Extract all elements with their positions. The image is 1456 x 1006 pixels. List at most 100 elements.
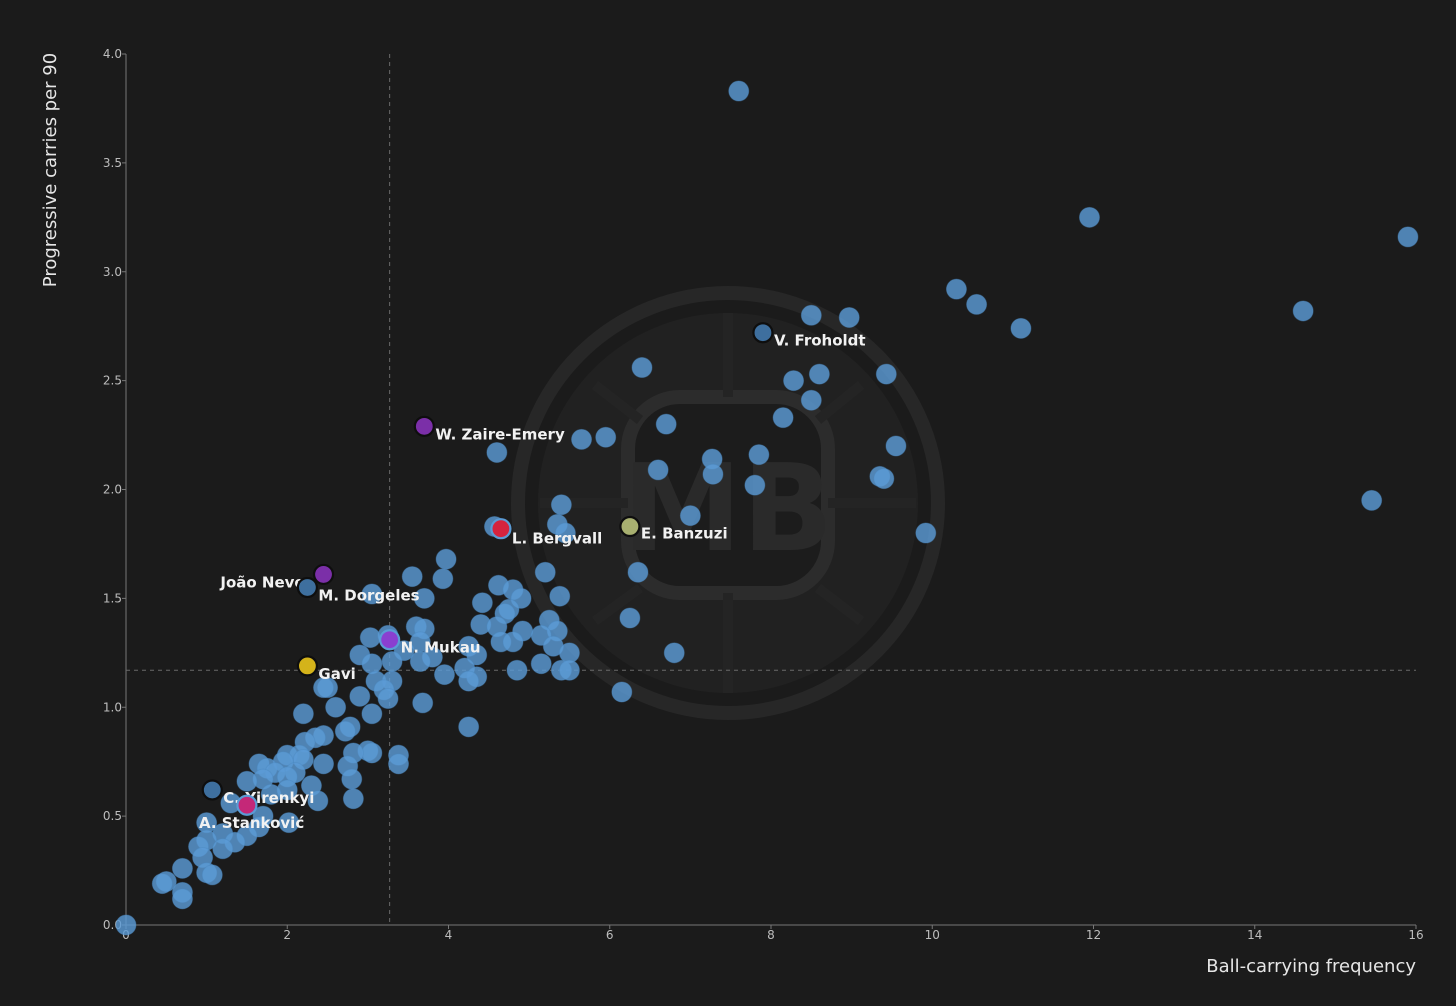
data-point xyxy=(550,494,572,516)
data-point xyxy=(571,428,593,450)
y-tick-label: 1.0 xyxy=(103,700,122,714)
highlighted-point xyxy=(201,779,223,801)
data-point xyxy=(915,522,937,544)
highlighted-point xyxy=(296,655,319,677)
data-point xyxy=(885,435,907,457)
data-point xyxy=(381,651,403,673)
x-tick-label: 16 xyxy=(1408,928,1423,942)
y-tick-label: 3.5 xyxy=(103,156,122,170)
y-tick-label: 4.0 xyxy=(103,47,122,61)
data-point xyxy=(800,389,822,411)
player-label: M. Dorgeles xyxy=(318,586,419,604)
data-point xyxy=(1361,489,1383,511)
y-tick-label: 3.0 xyxy=(103,265,122,279)
player-label: Gavi xyxy=(318,665,355,683)
data-point xyxy=(432,568,454,590)
data-point xyxy=(783,370,805,392)
data-point xyxy=(530,653,552,675)
data-point xyxy=(808,363,830,385)
data-point xyxy=(471,592,493,614)
data-point xyxy=(679,505,701,527)
player-label: L. Bergvall xyxy=(512,530,602,548)
data-point xyxy=(458,670,480,692)
data-point xyxy=(260,783,282,805)
data-point xyxy=(292,703,314,725)
highlighted-point xyxy=(619,515,641,538)
data-point xyxy=(627,561,649,583)
data-point xyxy=(361,583,383,605)
data-point xyxy=(313,677,335,699)
data-point xyxy=(409,651,431,673)
y-tick-label: 2.0 xyxy=(103,483,122,497)
data-point xyxy=(361,653,383,675)
data-point xyxy=(702,463,724,485)
x-axis-title: Ball-carrying frequency xyxy=(1206,956,1416,977)
data-point xyxy=(377,688,399,710)
data-point xyxy=(875,363,897,385)
data-point xyxy=(361,703,383,725)
data-point xyxy=(413,587,435,609)
x-tick-label: 12 xyxy=(1086,928,1101,942)
data-point xyxy=(945,278,967,300)
data-point xyxy=(873,468,895,490)
data-point xyxy=(341,768,363,790)
data-point xyxy=(171,857,193,879)
data-point xyxy=(655,413,677,435)
data-point xyxy=(554,522,576,544)
data-point xyxy=(534,561,556,583)
data-point xyxy=(1078,206,1100,228)
data-point xyxy=(412,692,434,714)
data-point xyxy=(611,681,633,703)
data-point xyxy=(388,753,410,775)
data-point xyxy=(313,753,335,775)
data-point xyxy=(171,888,193,910)
data-point xyxy=(435,548,457,570)
data-point xyxy=(401,566,423,588)
data-point xyxy=(595,426,617,448)
data-point xyxy=(433,664,455,686)
data-point xyxy=(619,607,641,629)
data-point xyxy=(212,838,234,860)
data-point xyxy=(558,659,580,681)
x-tick-label: 10 xyxy=(925,928,940,942)
data-point xyxy=(349,685,371,707)
y-tick-label: 0.5 xyxy=(103,809,122,823)
y-tick-label: 2.5 xyxy=(103,374,122,388)
data-point xyxy=(201,864,223,886)
data-point xyxy=(748,444,770,466)
data-point xyxy=(772,407,794,429)
highlighted-point xyxy=(236,794,258,816)
data-point xyxy=(342,788,364,810)
highlighted-point xyxy=(312,563,335,586)
data-point xyxy=(486,441,508,463)
data-point xyxy=(334,720,356,742)
x-tick-label: 14 xyxy=(1247,928,1262,942)
data-point xyxy=(1010,317,1032,339)
data-point xyxy=(647,459,669,481)
x-tick-label: 2 xyxy=(283,928,291,942)
data-point xyxy=(549,585,571,607)
player-label: W. Zaire-Emery xyxy=(435,425,565,443)
player-label: E. Banzuzi xyxy=(641,525,728,543)
data-point xyxy=(502,631,524,653)
player-label: A. Stanković xyxy=(199,814,304,832)
data-point xyxy=(361,742,383,764)
highlighted-point xyxy=(413,415,435,437)
data-point xyxy=(307,790,329,812)
data-point xyxy=(728,80,750,102)
data-point xyxy=(458,716,480,738)
data-point xyxy=(1292,300,1314,322)
player-label: V. Froholdt xyxy=(774,332,866,350)
data-point xyxy=(631,357,653,379)
player-label: N. Mukau xyxy=(401,639,481,657)
x-tick-label: 8 xyxy=(767,928,775,942)
highlighted-point xyxy=(379,629,401,651)
player-label: João Neves xyxy=(219,573,313,591)
data-point xyxy=(1397,226,1419,248)
data-point xyxy=(151,873,173,895)
x-tick-label: 6 xyxy=(606,928,614,942)
data-point xyxy=(466,644,488,666)
y-tick-label: 1.5 xyxy=(103,591,122,605)
